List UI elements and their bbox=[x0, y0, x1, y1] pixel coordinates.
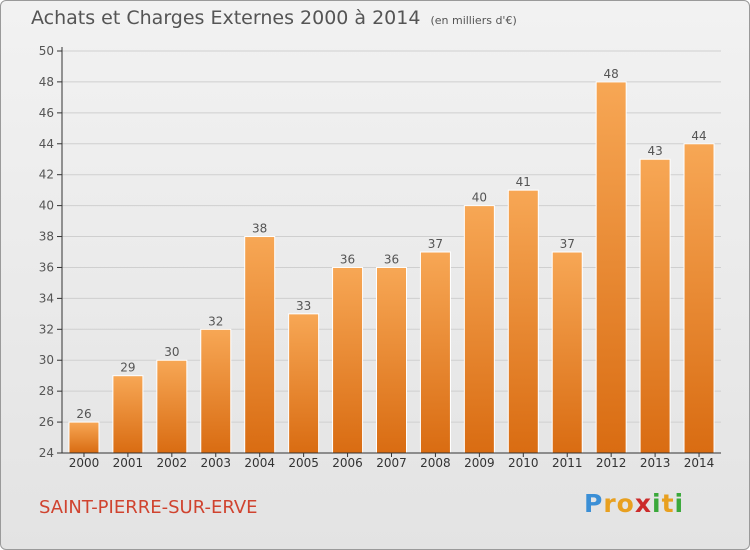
x-tick-label: 2005 bbox=[288, 456, 319, 470]
bar bbox=[419, 251, 451, 454]
x-tick-label: 2009 bbox=[464, 456, 495, 470]
bar-value-label: 43 bbox=[647, 144, 662, 158]
logo-letter: o bbox=[616, 489, 635, 518]
bar bbox=[507, 189, 539, 454]
logo-letter: x bbox=[634, 489, 652, 518]
bar-value-label: 36 bbox=[384, 252, 399, 266]
y-tick-label: 46 bbox=[39, 106, 54, 120]
proxiti-logo: Proxiti bbox=[584, 489, 684, 518]
title-text: Achats et Charges Externes 2000 à 2014 bbox=[31, 7, 421, 29]
unit-text: (en milliers d'€) bbox=[430, 14, 517, 27]
bar bbox=[595, 81, 627, 454]
bar-value-label: 32 bbox=[208, 314, 223, 328]
bar-value-label: 26 bbox=[76, 407, 91, 421]
y-tick-label: 48 bbox=[39, 75, 54, 89]
bar-value-label: 33 bbox=[296, 299, 311, 313]
y-tick-label: 34 bbox=[39, 291, 54, 305]
bar-value-label: 38 bbox=[252, 222, 267, 236]
bar bbox=[200, 328, 232, 454]
x-tick-label: 2008 bbox=[420, 456, 451, 470]
bar-value-label: 37 bbox=[560, 237, 575, 251]
bar bbox=[376, 266, 407, 454]
y-tick-label: 28 bbox=[39, 384, 54, 398]
bar-value-label: 29 bbox=[120, 361, 135, 375]
x-tick-label: 2010 bbox=[508, 456, 539, 470]
bar-value-label: 40 bbox=[472, 191, 487, 205]
logo-letter: i bbox=[674, 489, 685, 518]
bar bbox=[68, 421, 100, 454]
bar-value-label: 44 bbox=[691, 129, 706, 143]
x-tick-label: 2012 bbox=[596, 456, 627, 470]
bar-value-label: 36 bbox=[340, 252, 355, 266]
y-tick-label: 26 bbox=[39, 415, 54, 429]
bar bbox=[244, 236, 276, 454]
bar bbox=[683, 143, 715, 454]
bar bbox=[288, 313, 320, 454]
bar bbox=[551, 251, 583, 454]
bar bbox=[639, 158, 671, 454]
x-tick-label: 2014 bbox=[684, 456, 715, 470]
bar-value-label: 37 bbox=[428, 237, 443, 251]
bar-value-label: 30 bbox=[164, 345, 179, 359]
bar bbox=[156, 359, 188, 454]
bar bbox=[332, 266, 364, 454]
x-tick-label: 2006 bbox=[332, 456, 363, 470]
x-tick-label: 2013 bbox=[640, 456, 671, 470]
x-tick-label: 2007 bbox=[376, 456, 407, 470]
y-tick-label: 38 bbox=[39, 230, 54, 244]
y-tick-label: 44 bbox=[39, 137, 54, 151]
x-tick-label: 2003 bbox=[200, 456, 231, 470]
bar bbox=[463, 205, 495, 454]
y-tick-label: 32 bbox=[39, 322, 54, 336]
y-tick-label: 50 bbox=[39, 44, 54, 58]
y-tick-label: 36 bbox=[39, 260, 54, 274]
x-tick-label: 2001 bbox=[113, 456, 144, 470]
x-tick-label: 2011 bbox=[552, 456, 583, 470]
chart-title: Achats et Charges Externes 2000 à 2014 (e… bbox=[31, 7, 517, 29]
logo-letter: r bbox=[603, 489, 617, 518]
y-tick-label: 24 bbox=[39, 446, 54, 460]
commune-name: SAINT-PIERRE-SUR-ERVE bbox=[39, 497, 258, 518]
bar-value-label: 48 bbox=[604, 67, 619, 81]
bar bbox=[112, 375, 144, 454]
x-tick-label: 2002 bbox=[157, 456, 188, 470]
logo-letter: P bbox=[584, 489, 604, 518]
y-tick-label: 30 bbox=[39, 353, 54, 367]
logo-letter: t bbox=[661, 489, 675, 518]
y-tick-label: 40 bbox=[39, 199, 54, 213]
x-tick-label: 2000 bbox=[69, 456, 100, 470]
logo-letter: i bbox=[652, 489, 662, 518]
x-tick-label: 2004 bbox=[244, 456, 275, 470]
bar-value-label: 41 bbox=[516, 175, 531, 189]
y-tick-label: 42 bbox=[39, 168, 54, 182]
